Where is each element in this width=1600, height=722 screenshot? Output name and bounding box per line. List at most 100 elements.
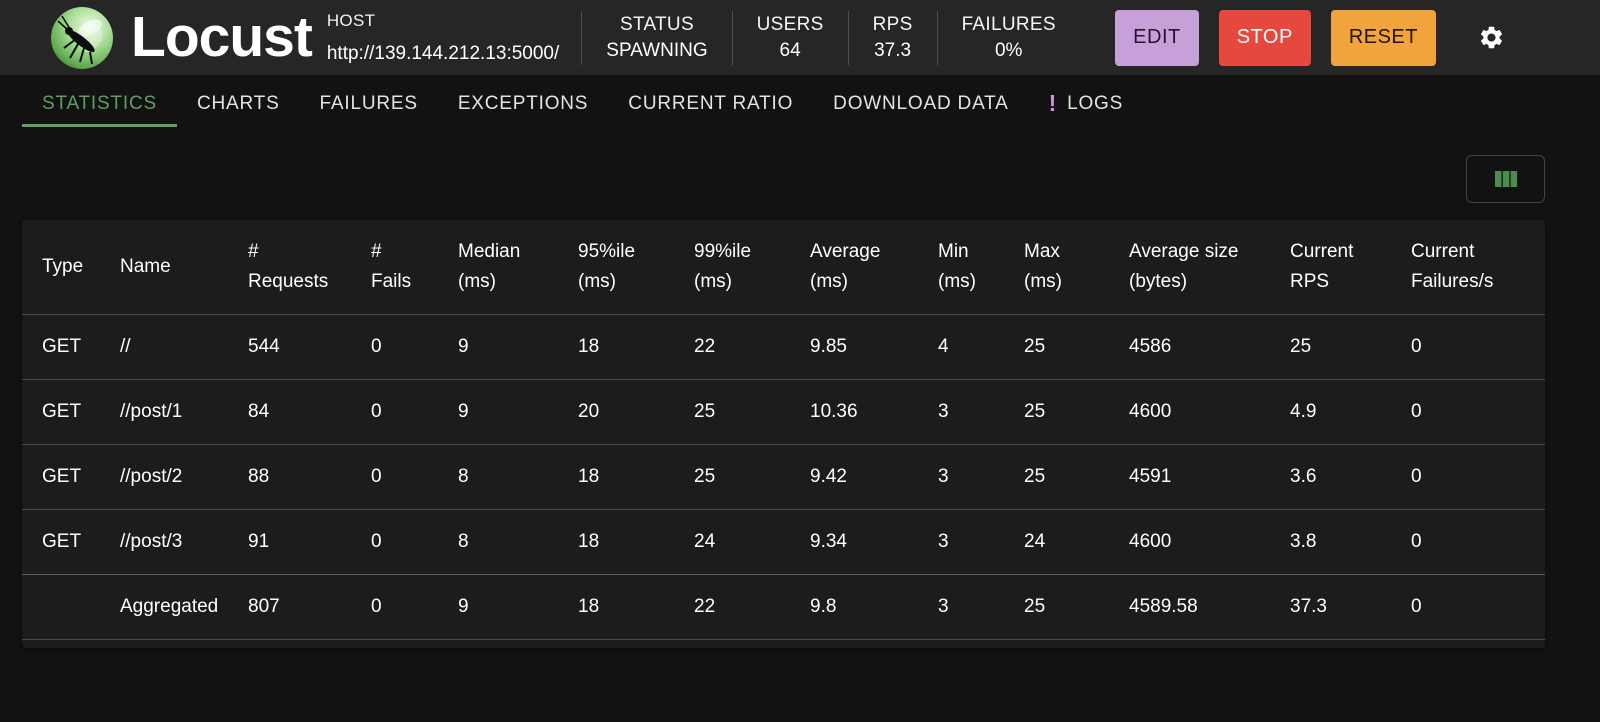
tab-current-ratio[interactable]: CURRENT RATIO bbox=[608, 83, 813, 127]
stat-value: 64 bbox=[779, 39, 801, 61]
tab-download-data[interactable]: DOWNLOAD DATA bbox=[813, 83, 1028, 127]
cell: // bbox=[120, 314, 248, 380]
cell: 91 bbox=[248, 509, 371, 575]
logs-alert-icon: ! bbox=[1048, 90, 1058, 116]
table-row: GET//post/3 91 0 8 18 24 9.34 3 24 4600 3.8 0 bbox=[22, 509, 1545, 575]
cell: 0 bbox=[371, 509, 458, 575]
tab-logs[interactable]: ! LOGS bbox=[1029, 83, 1143, 127]
table-row-aggregated: Aggregated 807 0 9 18 22 9.8 3 25 4589.58 37.3 0 bbox=[22, 574, 1545, 640]
cell: 9.34 bbox=[810, 509, 938, 575]
cell: 18 bbox=[578, 444, 694, 510]
edit-button[interactable]: EDIT bbox=[1115, 9, 1199, 66]
tab-label: CHARTS bbox=[196, 92, 280, 114]
stats-table-body: GET//544 0 9 18 22 9.85 4 25 4586 25 0 GET//post/1 8… bbox=[22, 314, 1545, 640]
stat-label: FAILURES bbox=[961, 13, 1056, 35]
cell: 4 bbox=[938, 314, 1024, 380]
column-header-max-ms[interactable]: Max (ms) bbox=[1024, 241, 1062, 292]
reset-button[interactable]: RESET bbox=[1330, 9, 1436, 66]
cell: 22 bbox=[694, 574, 810, 640]
tab-exceptions[interactable]: EXCEPTIONS bbox=[438, 83, 608, 127]
cell: 9 bbox=[458, 379, 578, 445]
cell: 8 bbox=[458, 444, 578, 510]
cell: 3.6 bbox=[1290, 444, 1411, 510]
cell: 0 bbox=[1411, 379, 1545, 445]
column-header-average-size-bytes[interactable]: Average size (bytes) bbox=[1129, 241, 1239, 292]
column-header-name[interactable]: Name bbox=[120, 256, 171, 277]
host-label: HOST bbox=[326, 10, 376, 30]
cell: 18 bbox=[578, 574, 694, 640]
cell: 24 bbox=[694, 509, 810, 575]
cell: GET bbox=[22, 314, 120, 380]
column-header-requests[interactable]: # Requests bbox=[248, 241, 329, 292]
cell: 22 bbox=[694, 314, 810, 380]
cell: 9.8 bbox=[810, 574, 938, 640]
column-header-type[interactable]: Type bbox=[42, 256, 84, 277]
cell: 3 bbox=[938, 509, 1024, 575]
cell: 4600 bbox=[1129, 509, 1290, 575]
cell bbox=[22, 574, 120, 640]
table-row: GET//544 0 9 18 22 9.85 4 25 4586 25 0 bbox=[22, 314, 1545, 380]
cell: 25 bbox=[1024, 574, 1129, 640]
tab-charts[interactable]: CHARTS bbox=[177, 83, 300, 127]
cell: 9 bbox=[458, 314, 578, 380]
tab-statistics[interactable]: STATISTICS bbox=[22, 83, 177, 127]
column-header-min-ms[interactable]: Min (ms) bbox=[938, 241, 976, 292]
main-content: Type Name # Requests # Fails Median (ms) 95%ile(… bbox=[0, 140, 1600, 648]
stat-label: STATUS bbox=[619, 13, 694, 35]
cell: 4.9 bbox=[1290, 379, 1411, 445]
cell: 84 bbox=[248, 379, 371, 445]
cell: 544 bbox=[248, 314, 371, 380]
stat-users: USERS 64 bbox=[731, 10, 848, 65]
view-columns-icon bbox=[1494, 171, 1517, 187]
cell: 25 bbox=[694, 444, 810, 510]
stat-value: SPAWNING bbox=[606, 39, 708, 61]
cell: GET bbox=[22, 379, 120, 445]
cell: 18 bbox=[578, 314, 694, 380]
cell: 0 bbox=[1411, 314, 1545, 380]
cell: 37.3 bbox=[1290, 574, 1411, 640]
table-row: GET//post/2 88 0 8 18 25 9.42 3 25 4591 3.6 0 bbox=[22, 444, 1545, 510]
cell: 25 bbox=[1290, 314, 1411, 380]
table-header-row: Type Name # Requests # Fails Median (ms) 95%ile(… bbox=[22, 220, 1545, 315]
tab-failures[interactable]: FAILURES bbox=[300, 83, 438, 127]
cell: //post/3 bbox=[120, 509, 248, 575]
column-selector-button[interactable] bbox=[1466, 155, 1545, 203]
cell: 20 bbox=[578, 379, 694, 445]
cell: 9 bbox=[458, 574, 578, 640]
tab-label: LOGS bbox=[1067, 92, 1124, 114]
stat-value: 0% bbox=[994, 39, 1023, 61]
stop-button[interactable]: STOP bbox=[1218, 9, 1311, 66]
column-header-current-rps[interactable]: Current RPS bbox=[1290, 241, 1354, 292]
gear-icon bbox=[1480, 26, 1502, 49]
cell: 3 bbox=[938, 574, 1024, 640]
column-header-current-failures-s[interactable]: Current Failures/s bbox=[1411, 241, 1494, 292]
cell: 0 bbox=[1411, 509, 1545, 575]
cell: 88 bbox=[248, 444, 371, 510]
cell: 0 bbox=[371, 444, 458, 510]
settings-button[interactable] bbox=[1476, 23, 1506, 53]
cell: 8 bbox=[458, 509, 578, 575]
cell: 9.85 bbox=[810, 314, 938, 380]
cell: 9.42 bbox=[810, 444, 938, 510]
column-header-99-ile-ms[interactable]: 99%ile (ms) bbox=[694, 241, 752, 292]
stat-rps: RPS 37.3 bbox=[847, 10, 937, 65]
cell: 3 bbox=[938, 379, 1024, 445]
column-header-fails[interactable]: # Fails bbox=[371, 241, 412, 292]
cell: //post/1 bbox=[120, 379, 248, 445]
cell: 3.8 bbox=[1290, 509, 1411, 575]
stat-label: RPS bbox=[872, 13, 913, 35]
stats-table: Type Name # Requests # Fails Median (ms) 95%ile(… bbox=[22, 220, 1545, 640]
table-row: GET//post/1 84 0 9 20 25 10.36 3 25 4600 4.9 0 bbox=[22, 379, 1545, 445]
cell: 4589.58 bbox=[1129, 574, 1290, 640]
cell: 3 bbox=[938, 444, 1024, 510]
stat-failures: FAILURES 0% bbox=[936, 10, 1080, 65]
cell: Aggregated bbox=[120, 574, 248, 640]
column-header-median-ms[interactable]: Median (ms) bbox=[458, 241, 521, 292]
cell: 0 bbox=[1411, 444, 1545, 510]
tab-label: CURRENT RATIO bbox=[628, 92, 794, 114]
header-actions: EDIT STOP RESET bbox=[1115, 9, 1436, 66]
column-header-average-ms[interactable]: Average (ms) bbox=[810, 241, 881, 292]
cell: 0 bbox=[371, 314, 458, 380]
locust-logo-icon bbox=[51, 6, 113, 69]
column-header-95-ile-ms[interactable]: 95%ile (ms) bbox=[578, 241, 636, 292]
